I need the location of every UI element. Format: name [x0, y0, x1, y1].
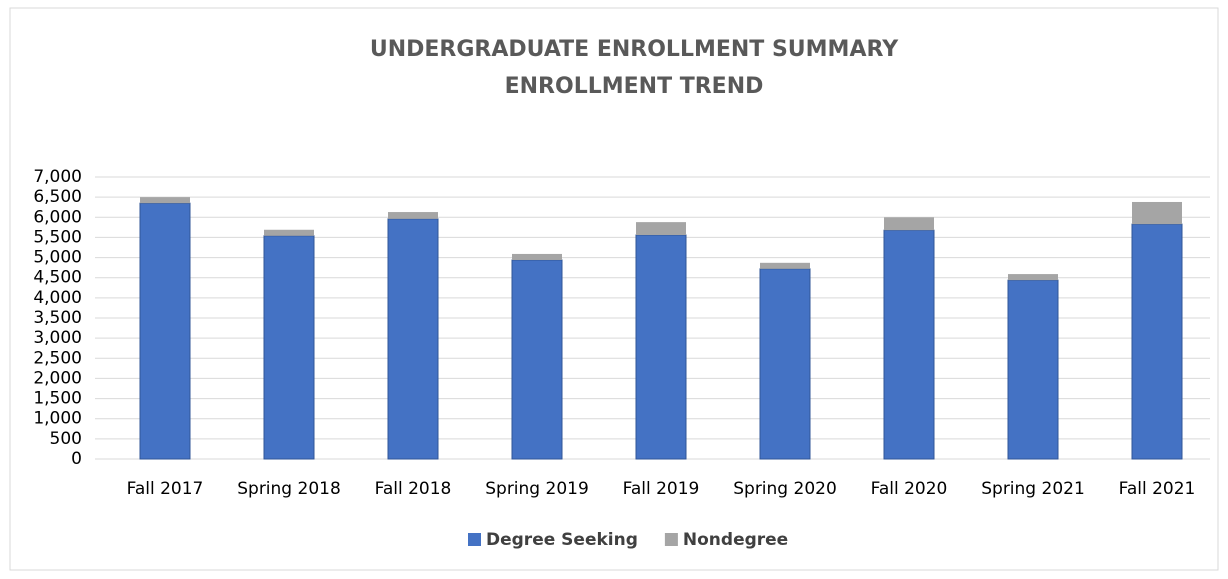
x-tick-label: Spring 2020 [733, 479, 837, 499]
bar-segment [264, 229, 314, 236]
y-tick-label: 3,500 [33, 308, 82, 328]
bar-segment [1008, 274, 1058, 281]
x-tick-label: Spring 2019 [485, 479, 589, 499]
x-tick-label: Spring 2018 [237, 479, 341, 499]
y-tick-label: 6,000 [33, 207, 82, 227]
bar-segment [140, 197, 190, 204]
y-tick-label: 4,000 [33, 288, 82, 308]
legend-label: Nondegree [683, 530, 788, 550]
bar-segment [636, 222, 686, 236]
y-tick-label: 4,500 [33, 268, 82, 288]
bar-segment [1131, 223, 1183, 460]
x-tick-label: Spring 2021 [981, 479, 1085, 499]
y-tick-label: 3,000 [33, 328, 82, 348]
bar-segment [1132, 201, 1182, 225]
y-tick-label: 1,000 [33, 409, 82, 429]
bar-segment [512, 253, 562, 260]
x-tick-label: Fall 2020 [871, 479, 948, 499]
chart-title: UNDERGRADUATE ENROLLMENT SUMMARY [370, 37, 899, 62]
y-tick-label: 2,000 [33, 368, 82, 388]
bar-segment [139, 202, 191, 460]
y-tick-label: 5,500 [33, 227, 82, 247]
y-tick-label: 5,000 [33, 248, 82, 268]
bar-segment [387, 218, 439, 460]
x-tick-label: Fall 2018 [375, 479, 452, 499]
bar-segment [388, 212, 438, 219]
bar-segment [511, 259, 563, 460]
bar-segment [884, 217, 934, 231]
y-tick-label: 2,500 [33, 348, 82, 368]
x-tick-label: Fall 2017 [127, 479, 204, 499]
legend-swatch [664, 533, 678, 546]
y-tick-label: 1,500 [33, 389, 82, 409]
legend-label: Degree Seeking [486, 530, 638, 550]
y-tick-label: 6,500 [33, 187, 82, 207]
bar-segment [263, 235, 315, 460]
bar-segment [760, 262, 810, 269]
bar-segment [883, 229, 935, 460]
x-tick-label: Fall 2019 [623, 479, 700, 499]
bar-segment [1007, 279, 1059, 460]
legend-swatch [468, 533, 481, 546]
bar-segment [635, 234, 687, 460]
chart-subtitle: ENROLLMENT TREND [505, 74, 764, 99]
bar-segment [759, 268, 811, 460]
y-tick-label: 500 [50, 429, 82, 449]
y-tick-label: 7,000 [33, 167, 82, 187]
x-tick-label: Fall 2021 [1119, 479, 1196, 499]
y-tick-label: 0 [71, 449, 82, 469]
